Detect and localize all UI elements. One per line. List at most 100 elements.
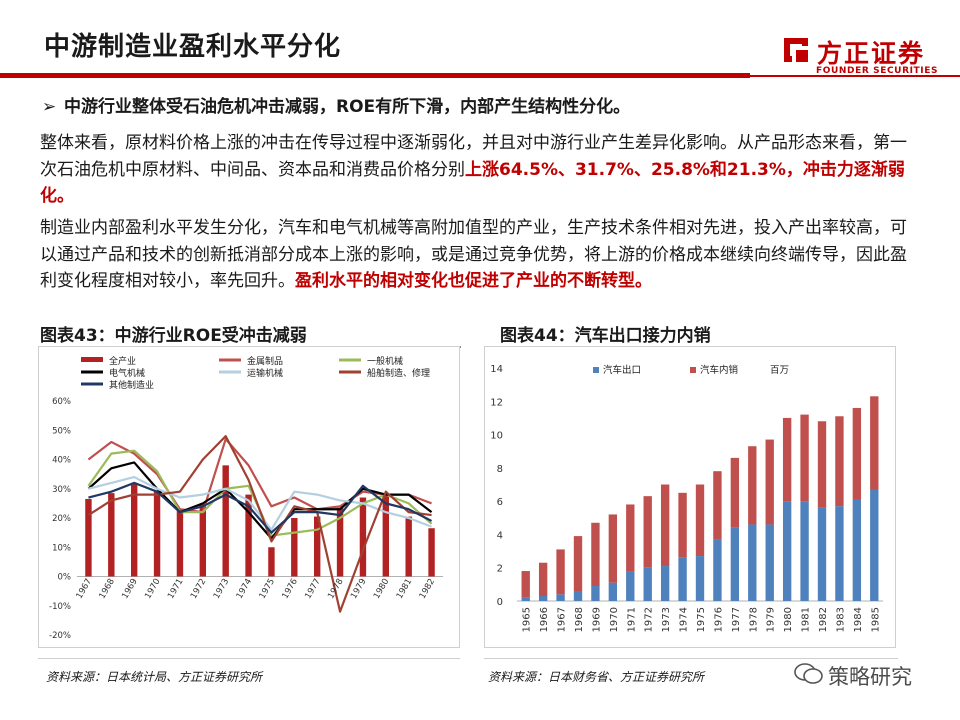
bar-quanchanye [359, 497, 367, 577]
x-tick-label: 1968 [97, 577, 116, 601]
bar-export [713, 539, 722, 601]
y-tick-label: 6 [497, 497, 503, 508]
x-tick-label: 1967 [75, 577, 94, 601]
bar-domestic [556, 549, 565, 595]
bar-export [835, 506, 844, 601]
x-tick-label: 1976 [713, 607, 724, 632]
legend-label: 船舶制造、修理 [367, 367, 430, 379]
bar-export [660, 566, 670, 601]
bar-domestic [608, 514, 618, 583]
legend-label: 一般机械 [367, 355, 403, 367]
bar-quanchanye [245, 494, 252, 577]
x-tick-label: 1969 [591, 607, 602, 632]
page-title: 中游制造业盈利水平分化 [44, 32, 342, 62]
bar-export [608, 582, 618, 601]
x-tick-label: 1981 [801, 607, 812, 632]
legend-label: 金属制品 [247, 355, 283, 367]
bar-quanchanye [428, 528, 435, 577]
bar-export [678, 557, 687, 601]
bar-domestic [782, 417, 792, 502]
series-line-5 [88, 481, 433, 534]
bar-export [538, 596, 548, 601]
x-tick-label: 1975 [258, 577, 277, 601]
bar-domestic [660, 484, 670, 567]
x-tick-label: 1971 [626, 607, 637, 632]
chart1-frame: 60% 50% 40% 30% 20% 10% 0% -10% -20% 1967 1968 1969… [38, 346, 460, 648]
paragraph-profit-divergence: 制造业内部盈利水平发生分化，汽车和电气机械等高附加值型的产业，生产技术条件相对先… [40, 215, 915, 295]
x-tick-label: 1985 [870, 607, 881, 632]
title-divider [0, 73, 750, 78]
y-tick-label: 4 [497, 530, 503, 541]
bar-domestic [626, 504, 635, 572]
x-tick-label: 1973 [661, 607, 672, 632]
key-point-text: 中游行业整体受石油危机冲击减弱，ROE有所下滑，内部产生结构性分化。 [64, 97, 631, 117]
bar-quanchanye [222, 465, 229, 577]
key-point: ➢ 中游行业整体受石油危机冲击减弱，ROE有所下滑，内部产生结构性分化。 [42, 92, 630, 117]
legend-label: 全产业 [109, 355, 136, 367]
x-tick-label: 1969 [120, 577, 139, 601]
x-tick-label: 1978 [748, 607, 759, 632]
watermark-text: 策略研究 [828, 665, 912, 689]
x-tick-label: 1974 [679, 607, 690, 632]
y-tick-label: 10% [52, 543, 71, 553]
bar-domestic [521, 571, 530, 598]
chart1-footer-rule [38, 658, 460, 659]
bar-export [556, 594, 565, 601]
bar-domestic [817, 421, 827, 508]
y-tick-label: 40% [52, 456, 71, 466]
roe-chart: 60% 50% 40% 30% 20% 10% 0% -10% -20% 1967 1968 1969… [49, 355, 443, 641]
bar-export [573, 591, 583, 601]
y-tick-label: 8 [497, 464, 503, 475]
auto-sales-chart: 0 2 4 6 8 10 12 14 1965 1966 1967 1968 1969 1970 1971 1… [490, 364, 883, 632]
paragraph-highlight: 上涨64.5%、31.7%、25.8%和21.3%，冲击力逐渐弱化。 [40, 159, 905, 207]
bar-export [730, 527, 740, 601]
x-tick-label: 1975 [696, 607, 707, 632]
bar-domestic [730, 457, 740, 528]
x-tick-label: 1980 [372, 577, 391, 601]
bar-export [748, 524, 757, 601]
legend-swatch [593, 367, 599, 373]
bar-export [852, 499, 862, 601]
bar-quanchanye [130, 482, 138, 577]
legend-label: 其他制造业 [109, 379, 154, 391]
logo-english-name: FOUNDER SECURITIES [816, 66, 939, 76]
y-tick-label: -20% [49, 631, 71, 641]
x-tick-label: 1977 [731, 607, 742, 632]
x-tick-label: 1977 [303, 577, 322, 601]
bar-domestic [678, 492, 687, 558]
x-tick-label: 1982 [418, 577, 437, 601]
bar-export [817, 507, 827, 601]
bar-quanchanye [336, 507, 344, 577]
x-tick-label: 1968 [574, 607, 585, 632]
y-tick-label: 2 [497, 564, 503, 575]
bar-quanchanye [268, 547, 275, 577]
title-divider-thin [750, 75, 960, 77]
bar-domestic [765, 439, 774, 525]
right-arrow-icon: ➢ [42, 97, 57, 117]
bar-domestic [852, 407, 862, 500]
paragraph-material-prices: 整体来看，原材料价格上涨的冲击在传导过程中逐渐弱化，并且对中游行业产生差异化影响… [40, 130, 915, 210]
x-tick-label: 1971 [166, 577, 185, 601]
x-tick-label: 1979 [766, 607, 777, 632]
x-tick-label: 1981 [395, 577, 414, 601]
bar-export [870, 489, 879, 601]
bar-export [695, 556, 705, 601]
bar-quanchanye [153, 491, 161, 577]
bar-domestic [591, 522, 600, 587]
x-tick-label: 1976 [280, 577, 299, 601]
y-tick-label: 30% [52, 485, 71, 495]
y-tick-label: 10 [490, 431, 503, 442]
x-tick-label: 1973 [212, 577, 231, 601]
x-tick-label: 1978 [326, 577, 345, 601]
chart1-source: 资料来源：日本统计局、方正证券研究所 [46, 670, 263, 684]
bar-domestic [870, 396, 879, 490]
y-tick-label: 20% [52, 514, 71, 524]
chart2-frame: 0 2 4 6 8 10 12 14 1965 1966 1967 1968 1969 1970 1971 1… [484, 346, 896, 648]
legend-label: 汽车内销 [700, 364, 739, 376]
bar-domestic [748, 446, 757, 525]
paragraph-text: 制造业内部盈利水平发生分化，汽车和电气机械等高附加值型的产业，生产技术条件相对先… [40, 218, 907, 291]
x-tick-label: 1982 [818, 607, 829, 632]
series-line-0 [87, 437, 432, 514]
y-tick-label: -10% [49, 602, 71, 612]
legend-swatch [81, 357, 103, 362]
